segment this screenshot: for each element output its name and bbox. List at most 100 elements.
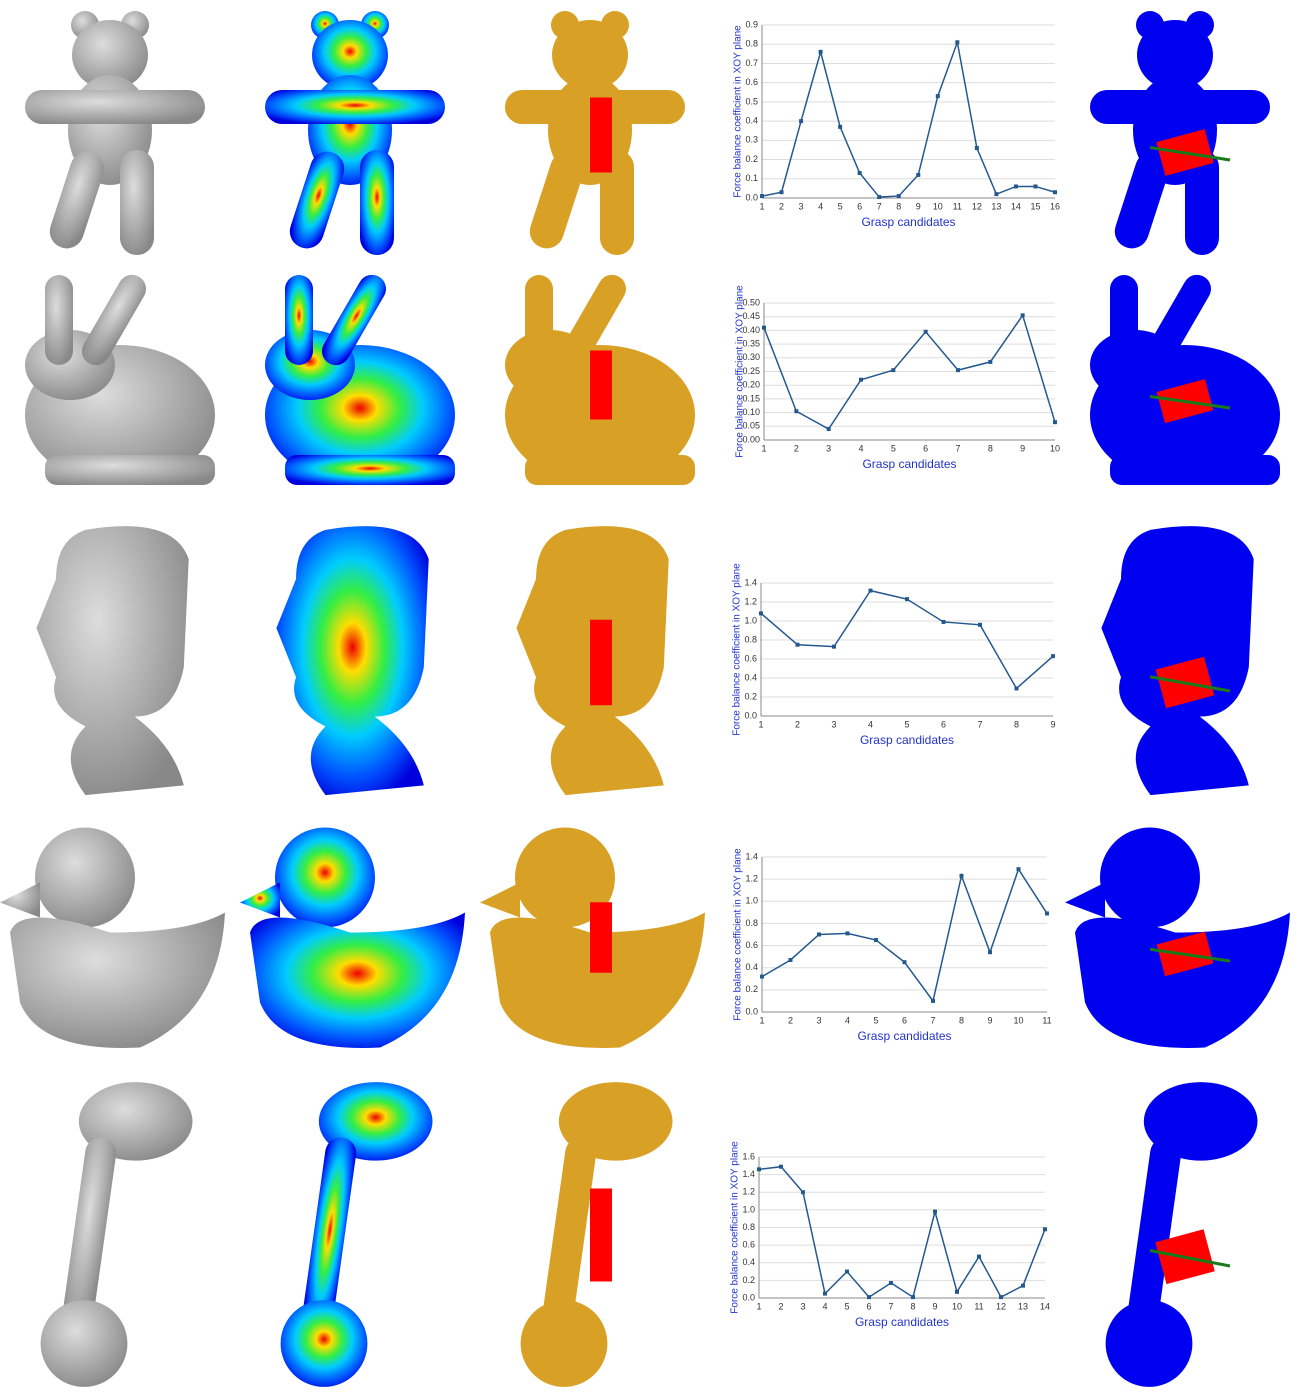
y-tick-label: 0.0 <box>742 1292 755 1302</box>
x-tick-label: 4 <box>822 1301 827 1311</box>
x-tick-label: 13 <box>991 201 1001 211</box>
data-point <box>796 643 800 647</box>
data-point <box>891 368 895 372</box>
x-tick-label: 4 <box>845 1015 850 1025</box>
x-tick-label: 1 <box>756 1301 761 1311</box>
data-point <box>955 40 959 44</box>
contact-patch <box>590 620 612 706</box>
x-tick-label: 3 <box>826 443 831 453</box>
x-tick-label: 3 <box>799 201 804 211</box>
render-grasp <box>1106 1082 1258 1387</box>
contact-patch <box>590 351 612 420</box>
y-tick-label: 0.2 <box>744 691 757 701</box>
x-tick-label: 5 <box>904 719 909 729</box>
render-heatmap <box>265 270 455 485</box>
data-point <box>960 874 964 878</box>
y-axis-title: Force balance coefficient in XOY plane <box>733 25 744 198</box>
data-point <box>845 1270 849 1274</box>
data-point <box>988 360 992 364</box>
data-line <box>764 315 1055 429</box>
data-point <box>799 119 803 123</box>
y-tick-label: 0.8 <box>742 1222 755 1232</box>
x-tick-label: 1 <box>759 201 764 211</box>
data-point <box>1051 654 1055 658</box>
y-tick-label: 0.0 <box>744 710 757 720</box>
data-point <box>1053 190 1057 194</box>
x-tick-label: 14 <box>1011 201 1021 211</box>
x-tick-label: 9 <box>1020 443 1025 453</box>
x-tick-label: 9 <box>987 1015 992 1025</box>
x-axis-title: Grasp candidates <box>860 733 954 747</box>
render-grasp <box>1090 11 1270 255</box>
render-gray <box>25 270 215 485</box>
x-tick-label: 13 <box>1018 1301 1028 1311</box>
x-tick-label: 6 <box>923 443 928 453</box>
x-tick-label: 8 <box>910 1301 915 1311</box>
data-point <box>999 1295 1003 1299</box>
contact-patch <box>590 98 612 173</box>
data-point <box>762 326 766 330</box>
data-point <box>869 589 873 593</box>
x-tick-label: 11 <box>1042 1015 1051 1025</box>
x-tick-label: 10 <box>952 1301 962 1311</box>
render-gray <box>36 526 188 795</box>
y-axis-title: Force balance coefficient in XOY plane <box>730 1141 741 1314</box>
data-point <box>819 50 823 54</box>
y-tick-label: 1.0 <box>744 615 757 625</box>
x-tick-label: 14 <box>1040 1301 1050 1311</box>
x-tick-label: 7 <box>888 1301 893 1311</box>
x-axis-title: Grasp candidates <box>857 1029 951 1043</box>
x-tick-label: 9 <box>932 1301 937 1311</box>
x-tick-label: 11 <box>974 1301 983 1311</box>
y-tick-label: 0.4 <box>742 1257 755 1267</box>
data-point <box>1053 420 1057 424</box>
x-tick-label: 2 <box>795 719 800 729</box>
render-grasp <box>1101 526 1253 795</box>
y-tick-label: 0.5 <box>745 96 758 106</box>
data-point <box>1014 184 1018 188</box>
data-point <box>823 1292 827 1296</box>
data-point <box>757 1167 761 1171</box>
data-point <box>988 950 992 954</box>
data-point <box>760 194 764 198</box>
y-tick-label: 0.6 <box>742 1240 755 1250</box>
x-tick-label: 11 <box>953 201 962 211</box>
y-tick-label: 1.4 <box>744 577 757 587</box>
render-heatmap <box>240 828 465 1048</box>
data-point <box>924 330 928 334</box>
data-point <box>877 195 881 199</box>
x-tick-label: 4 <box>868 719 873 729</box>
y-tick-label: 0.8 <box>744 634 757 644</box>
y-tick-label: 1.2 <box>744 596 757 606</box>
render-grasp <box>1065 828 1290 1048</box>
data-point <box>916 173 920 177</box>
y-tick-label: 1.6 <box>742 1151 755 1161</box>
x-tick-label: 5 <box>844 1301 849 1311</box>
data-point <box>994 192 998 196</box>
data-point <box>780 190 784 194</box>
y-tick-label: 0.1 <box>745 173 758 183</box>
render-heatmap <box>265 11 445 255</box>
data-point <box>846 931 850 935</box>
data-point <box>931 999 935 1003</box>
x-tick-label: 3 <box>816 1015 821 1025</box>
render-gray <box>41 1082 193 1387</box>
contact-patch <box>590 1189 612 1282</box>
data-point <box>817 933 821 937</box>
y-tick-label: 1.2 <box>745 874 758 884</box>
x-axis-title: Grasp candidates <box>855 1315 949 1329</box>
x-tick-label: 2 <box>788 1015 793 1025</box>
data-point <box>827 427 831 431</box>
x-tick-label: 2 <box>794 443 799 453</box>
data-point <box>1043 1227 1047 1231</box>
x-tick-label: 9 <box>916 201 921 211</box>
x-tick-label: 3 <box>800 1301 805 1311</box>
render-grasp <box>1090 270 1280 485</box>
y-tick-label: 0.7 <box>745 58 758 68</box>
y-tick-label: 0.2 <box>745 154 758 164</box>
y-tick-label: 0.8 <box>745 39 758 49</box>
x-tick-label: 8 <box>1014 719 1019 729</box>
x-tick-label: 1 <box>761 443 766 453</box>
data-line <box>762 42 1055 197</box>
y-tick-label: 1.4 <box>745 851 758 861</box>
